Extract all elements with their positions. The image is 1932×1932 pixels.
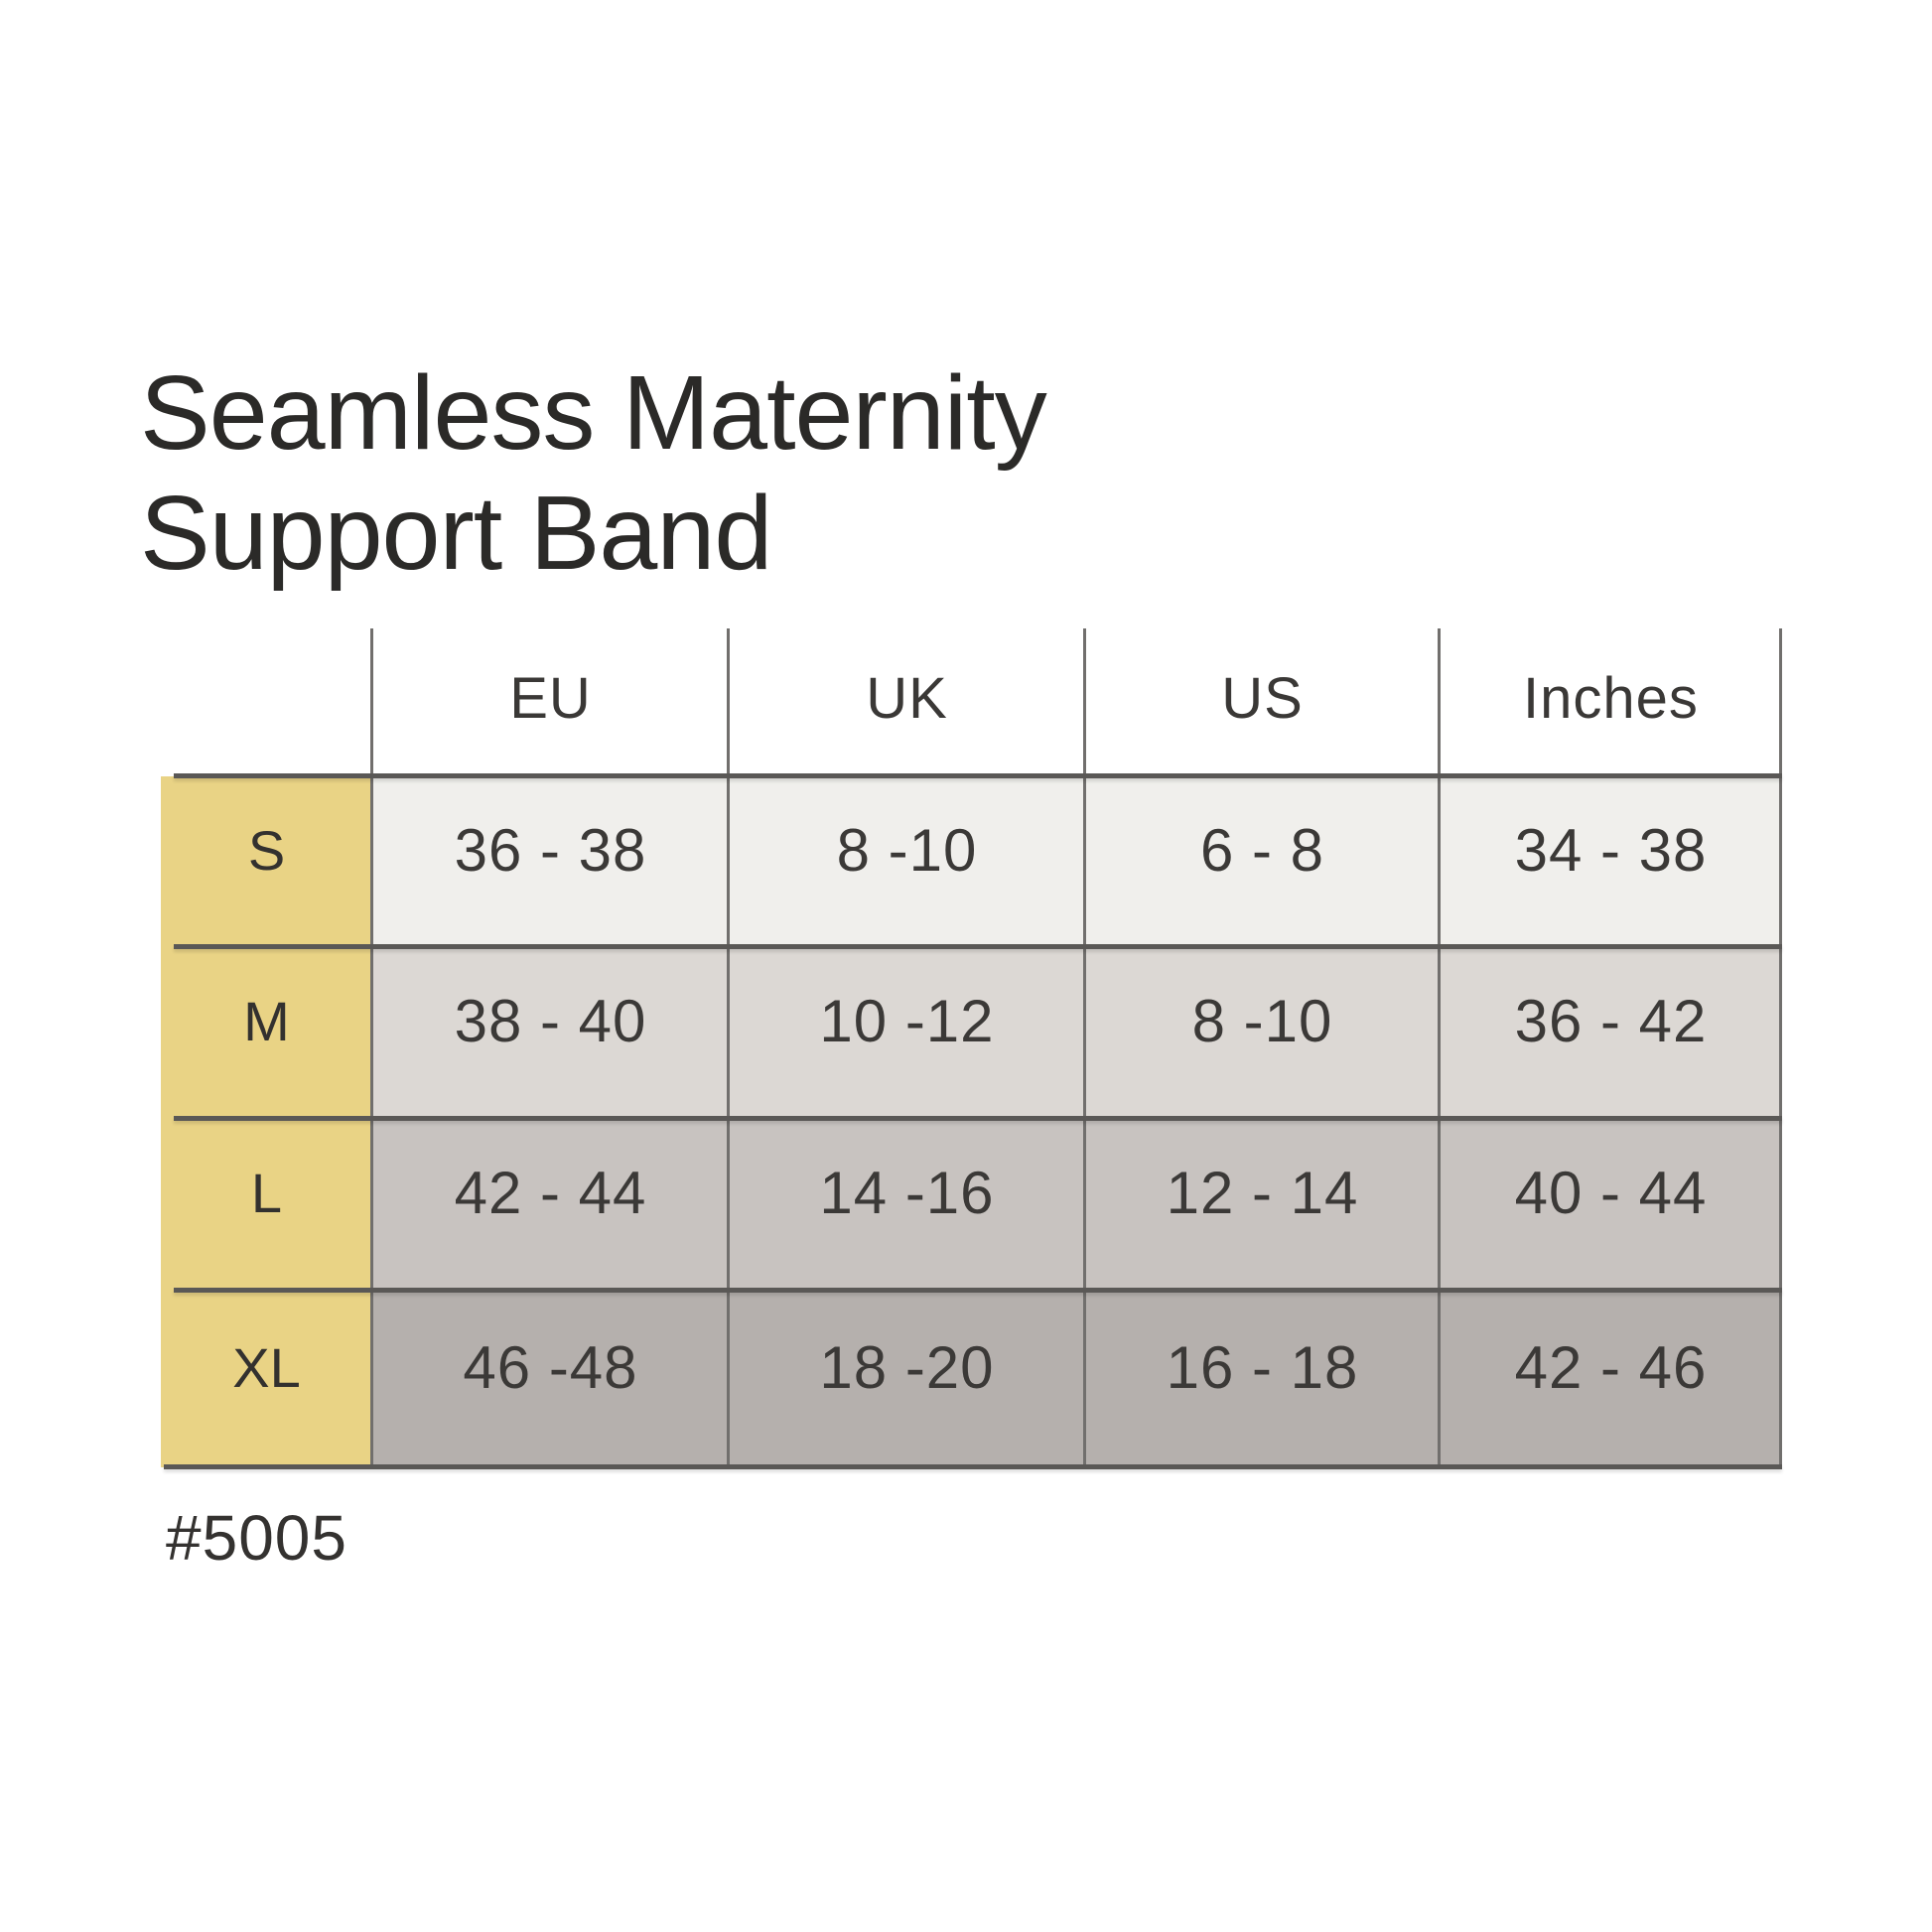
row-header-s: S [161,776,372,947]
page-title-line2: Support Band [140,475,772,592]
cell-s-us-value: 6 - 8 [1199,816,1325,884]
cell-xl-us: 16 - 18 [1085,1291,1440,1467]
column-header-uk: UK [729,628,1085,776]
cell-m-uk: 10 -12 [729,947,1085,1119]
cell-s-inches-value: 34 - 38 [1514,816,1708,884]
page-title-line1: Seamless Maternity [140,354,1047,472]
column-header-uk-label: UK [866,666,948,731]
row-separator [174,773,1782,778]
cell-m-inches: 36 - 42 [1440,947,1782,1119]
row-background-xl [372,1291,1782,1467]
cell-l-inches: 40 - 44 [1440,1119,1782,1291]
product-code: #5005 [166,1502,347,1574]
column-header-inches: Inches [1440,628,1782,776]
column-header-inches-label: Inches [1523,666,1699,731]
cell-l-us: 12 - 14 [1085,1119,1440,1291]
row-separator [174,944,1782,949]
cell-s-uk-value: 8 -10 [836,816,978,884]
row-background-l [372,1119,1782,1291]
cell-xl-eu-value: 46 -48 [463,1333,638,1401]
cell-s-us: 6 - 8 [1085,776,1440,947]
page-title: Seamless Maternity Support Band [140,353,1047,594]
cell-xl-uk: 18 -20 [729,1291,1085,1467]
grid-vline [1083,628,1086,1467]
row-background-s [372,776,1782,947]
cell-l-uk: 14 -16 [729,1119,1085,1291]
row-header-s-label: S [247,818,286,882]
cell-xl-inches-value: 42 - 46 [1514,1333,1708,1401]
cell-m-inches-value: 36 - 42 [1514,988,1708,1054]
cell-l-eu-value: 42 - 44 [454,1160,647,1226]
size-column-background [161,776,372,1467]
row-header-m-label: M [243,990,290,1052]
cell-m-eu-value: 38 - 40 [454,988,647,1054]
grid-vline [727,628,730,1467]
cell-xl-us-value: 16 - 18 [1166,1333,1359,1401]
grid-vline [370,628,373,1467]
cell-m-uk-value: 10 -12 [819,988,995,1054]
cell-s-eu-value: 36 - 38 [454,816,647,884]
column-header-eu: EU [372,628,729,776]
row-separator [174,1116,1782,1121]
cell-s-eu: 36 - 38 [372,776,729,947]
row-header-l: L [161,1119,372,1291]
cell-m-us-value: 8 -10 [1191,988,1333,1054]
row-header-xl: XL [161,1291,372,1467]
row-header-l-label: L [250,1162,283,1224]
table-bottom-border [164,1464,1782,1469]
column-header-us: US [1085,628,1440,776]
row-header-m: M [161,947,372,1119]
row-separator [174,1288,1782,1293]
row-header-xl-label: XL [232,1335,301,1399]
cell-l-uk-value: 14 -16 [819,1160,995,1226]
cell-xl-uk-value: 18 -20 [819,1333,995,1401]
column-header-eu-label: EU [509,666,592,731]
cell-l-eu: 42 - 44 [372,1119,729,1291]
cell-s-inches: 34 - 38 [1440,776,1782,947]
cell-m-us: 8 -10 [1085,947,1440,1119]
grid-vline [1438,628,1441,1467]
cell-l-us-value: 12 - 14 [1166,1160,1359,1226]
cell-xl-eu: 46 -48 [372,1291,729,1467]
cell-xl-inches: 42 - 46 [1440,1291,1782,1467]
grid-vline [1779,628,1782,1467]
row-background-m [372,947,1782,1119]
cell-s-uk: 8 -10 [729,776,1085,947]
cell-m-eu: 38 - 40 [372,947,729,1119]
cell-l-inches-value: 40 - 44 [1514,1160,1708,1226]
column-header-us-label: US [1221,666,1304,731]
